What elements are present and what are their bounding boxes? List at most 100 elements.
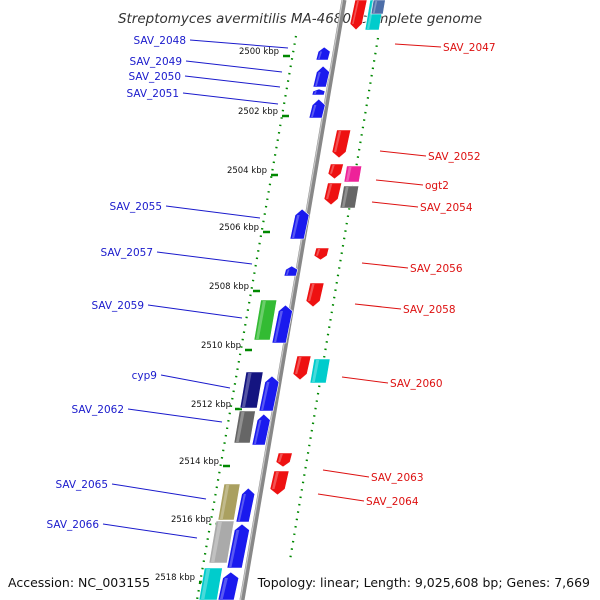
gene-sav-2049[interactable] (312, 65, 330, 88)
gene-cyp9[interactable] (239, 371, 264, 409)
gene-highlight (308, 284, 315, 301)
gene-highlight (238, 494, 246, 521)
scale-tick-label: 2500 kbp (239, 47, 279, 57)
callout-line (371, 201, 419, 208)
gene-sav-2059[interactable] (253, 299, 278, 341)
scale-tick-label: 2512 kbp (191, 400, 231, 410)
callout-line (156, 251, 253, 265)
gene-label-sav-2064[interactable]: SAV_2064 (366, 496, 419, 508)
callout-line (102, 523, 198, 539)
scale-tick-label: 2504 kbp (227, 166, 267, 176)
gene-label-sav-2065[interactable]: SAV_2065 (55, 479, 108, 491)
gene-label-sav-2062[interactable]: SAV_2062 (71, 404, 124, 416)
gene-sav-2062[interactable] (233, 410, 256, 444)
gene-highlight (242, 373, 252, 407)
gene-label-sav-2057[interactable]: SAV_2057 (100, 247, 153, 259)
gene-label-sav-2054[interactable]: SAV_2054 (420, 202, 473, 214)
scale-tick-label: 2514 kbp (179, 457, 219, 467)
scale-tick-label: 2508 kbp (209, 282, 249, 292)
gene-sav-2051[interactable] (308, 98, 326, 119)
gene-sav-2065[interactable] (217, 483, 241, 521)
gene-label-sav-2047[interactable]: SAV_2047 (443, 42, 496, 54)
gene-highlight (254, 420, 262, 444)
gene-sav-2046[interactable] (349, 0, 368, 31)
gene-highlight (261, 382, 270, 410)
callout-line (184, 75, 281, 88)
gene-sav-2062-fwd[interactable] (251, 413, 271, 446)
gene-highlight (312, 360, 320, 382)
gene-highlight (342, 187, 349, 207)
callout-line (185, 60, 283, 73)
gene-steelblue-top[interactable] (370, 0, 386, 15)
gene-label-sav-2050[interactable]: SAV_2050 (128, 71, 181, 83)
gene-sav-2054-grey[interactable] (339, 185, 360, 209)
gene-sav-2048[interactable] (315, 46, 331, 61)
genome-axis (239, 0, 347, 600)
gene-label-sav-2055[interactable]: SAV_2055 (109, 201, 162, 213)
gene-ogt2[interactable] (343, 165, 363, 183)
callout-line (182, 92, 279, 105)
gene-sav-2056[interactable] (313, 247, 330, 261)
gene-highlight (346, 167, 352, 181)
gene-highlight (315, 72, 321, 86)
gene-highlight (286, 269, 290, 275)
gene-sav-2066-fwd[interactable] (226, 523, 250, 569)
callout-line (375, 179, 424, 186)
scale-tick-label: 2506 kbp (219, 223, 259, 233)
gene-label-sav-2056[interactable]: SAV_2056 (410, 263, 463, 275)
scale-tick-label: 2502 kbp (238, 107, 278, 117)
gene-highlight (318, 51, 323, 59)
gene-highlight (220, 578, 228, 599)
callout-line (394, 43, 442, 48)
gene-sav-2060-cyan[interactable] (309, 358, 331, 384)
gene-label-sav-2066[interactable]: SAV_2066 (46, 519, 99, 531)
gene-highlight (220, 485, 230, 519)
gene-highlight (334, 131, 342, 152)
gene-sav-2059-fwd[interactable] (271, 304, 293, 344)
gene-highlight (295, 357, 302, 374)
gene-sav-2064[interactable] (269, 470, 290, 496)
gene-label-sav-2049[interactable]: SAV_2049 (129, 56, 182, 68)
gene-label-sav-2052[interactable]: SAV_2052 (428, 151, 481, 163)
gene-highlight (292, 215, 300, 238)
callout-line (127, 408, 223, 423)
gene-cyp9-fwd[interactable] (258, 375, 280, 412)
scale-tick-label: 2516 kbp (171, 515, 211, 525)
gene-sav-2052b[interactable] (327, 163, 344, 180)
gene-label-sav-2051[interactable]: SAV_2051 (126, 88, 179, 100)
gene-sav-2060[interactable] (292, 355, 312, 381)
gene-bottom-fwd[interactable] (217, 571, 240, 600)
gene-label-sav-2060[interactable]: SAV_2060 (390, 378, 443, 390)
callout-line (361, 262, 409, 269)
gene-sav-2050[interactable] (311, 88, 326, 96)
callout-line (160, 374, 231, 389)
gene-sav-2057[interactable] (283, 265, 299, 277)
gene-highlight (256, 301, 266, 339)
gene-highlight (311, 105, 317, 117)
gene-highlight (316, 249, 321, 256)
accession-text: Accession: NC_003155 (8, 575, 150, 590)
gene-label-sav-2058[interactable]: SAV_2058 (403, 304, 456, 316)
gene-label-cyp9[interactable]: cyp9 (132, 370, 157, 382)
gene-sav-2058[interactable] (305, 282, 325, 308)
gene-highlight (274, 311, 283, 342)
callout-line (165, 205, 261, 219)
gene-highlight (211, 522, 222, 562)
gene-sav-2054[interactable] (323, 182, 343, 206)
genome-axis-highlight (239, 0, 344, 600)
gene-label-sav-2059[interactable]: SAV_2059 (91, 300, 144, 312)
gene-sav-2052[interactable] (331, 129, 352, 159)
gene-label-sav-2063[interactable]: SAV_2063 (371, 472, 424, 484)
gene-sav-2063[interactable] (275, 452, 293, 468)
gene-label-ogt2[interactable]: ogt2 (425, 180, 449, 192)
summary-text: Topology: linear; Length: 9,025,608 bp; … (257, 575, 590, 590)
gene-cyan-bottom[interactable] (198, 567, 223, 600)
gene-label-sav-2048[interactable]: SAV_2048 (133, 35, 186, 47)
callout-line (354, 303, 402, 310)
gene-sav-2066[interactable] (208, 520, 235, 564)
gene-sav-2055[interactable] (289, 208, 310, 240)
gene-highlight (229, 530, 240, 567)
gene-sav-2065-fwd[interactable] (235, 487, 256, 523)
gene-highlight (314, 91, 317, 94)
